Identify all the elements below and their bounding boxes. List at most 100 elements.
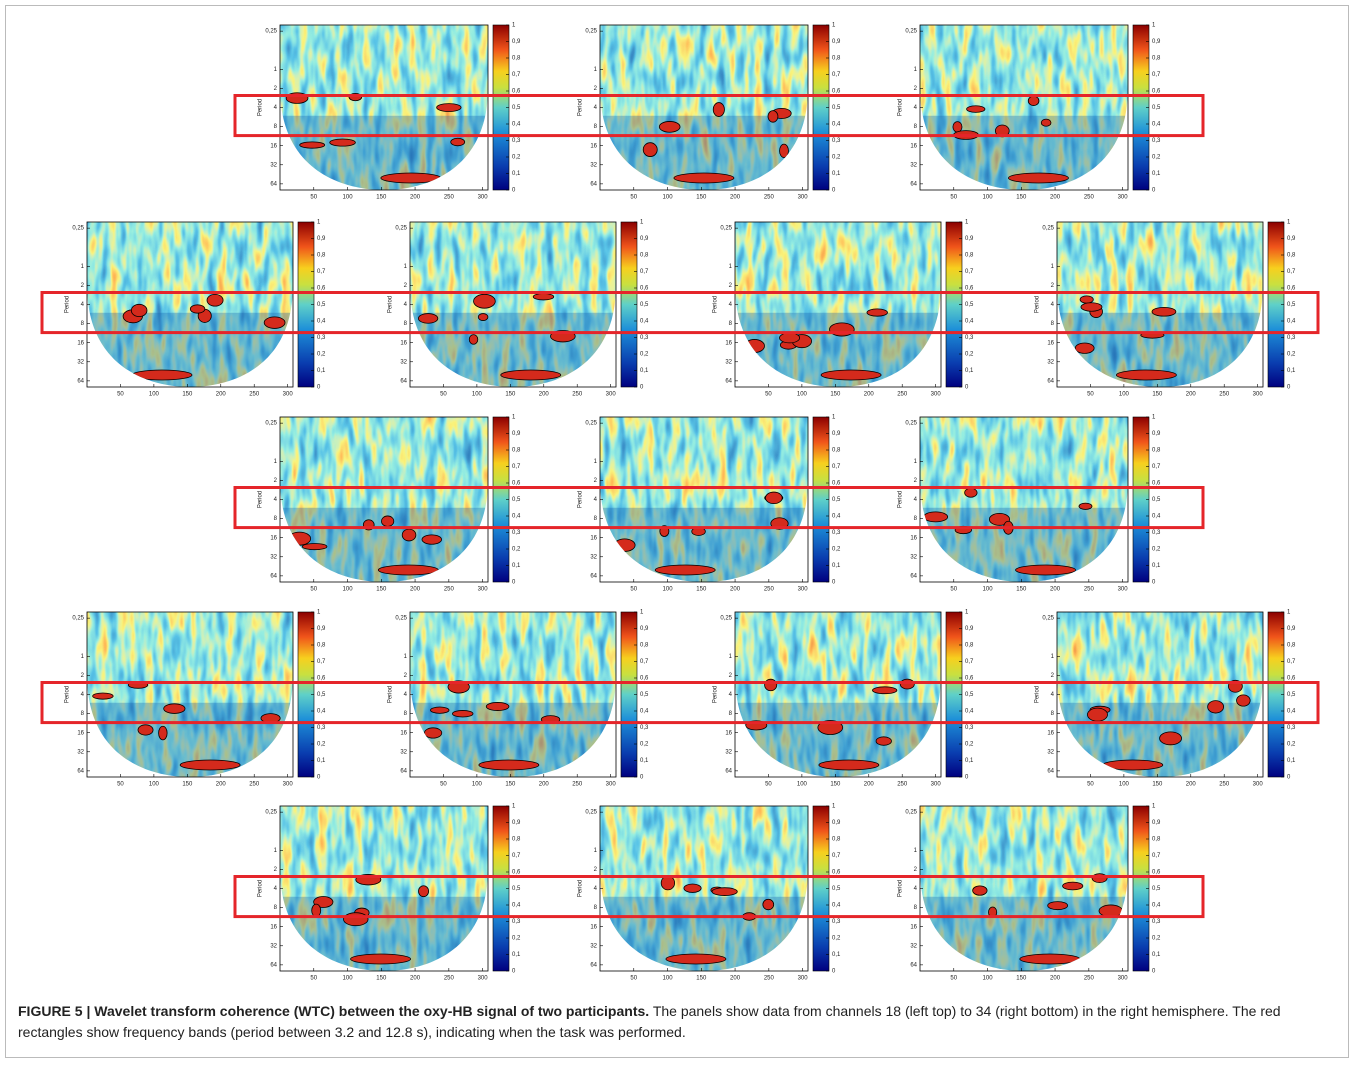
colorbar-tick-label: 0,9: [1152, 820, 1161, 826]
colorbar-tick-label: 0,7: [317, 659, 326, 665]
coherence-blob: [485, 702, 510, 711]
y-tick-label: 1: [1051, 264, 1055, 270]
y-tick-label: 4: [914, 105, 918, 111]
coherence-blob: [1151, 306, 1177, 317]
colorbar-tick-label: 0,1: [1152, 563, 1161, 569]
y-tick-label: 0,25: [72, 616, 84, 622]
colorbar-tick-label: 0,3: [1152, 530, 1161, 536]
colorbar-tick-label: 0,2: [832, 155, 841, 161]
colorbar-tick-label: 0,2: [640, 352, 649, 358]
colorbar-tick-label: 1: [1287, 610, 1291, 616]
colorbar-tick-label: 0,8: [1152, 56, 1161, 62]
coherence-blob: [452, 710, 474, 718]
coherence-blob: [380, 172, 442, 184]
colorbar-tick-label: 0,8: [317, 253, 326, 259]
colorbar-tick-label: 0,2: [965, 352, 974, 358]
x-tick-label: 50: [310, 587, 317, 593]
x-tick-label: 300: [606, 782, 617, 788]
y-tick-label: 64: [270, 573, 277, 579]
coherence-blob: [1015, 564, 1076, 576]
heatmap: [920, 417, 1128, 582]
heatmap: [735, 612, 941, 777]
colorbar-tick-label: 0,5: [512, 105, 521, 111]
x-tick-label: 100: [472, 782, 483, 788]
coherence-blob: [1087, 707, 1108, 722]
y-tick-label: 64: [1047, 768, 1054, 774]
x-tick-label: 50: [440, 782, 447, 788]
colorbar-tick-label: 0,8: [640, 643, 649, 649]
y-tick-label: 16: [725, 340, 732, 346]
colorbar-tick-label: 0,9: [832, 39, 841, 45]
coherence-blob: [964, 487, 978, 498]
colorbar-tick-label: 0,4: [317, 319, 326, 325]
coherence-blob: [875, 736, 892, 746]
colorbar-tick-label: 0,9: [317, 236, 326, 242]
coherence-blob: [1102, 759, 1164, 771]
x-tick-label: 150: [182, 392, 193, 398]
colorbar-tick-label: 0,6: [512, 870, 521, 876]
coherence-blob: [1207, 700, 1225, 714]
y-tick-label: 0,25: [905, 29, 917, 35]
colorbar-tick-label: 0,8: [512, 56, 521, 62]
y-tick-label: 32: [590, 162, 597, 168]
y-axis-label: Period: [258, 491, 264, 508]
coherence-blob: [872, 686, 898, 695]
colorbar-tick-label: 0,3: [512, 530, 521, 536]
y-tick-label: 32: [270, 162, 277, 168]
colorbar-tick-label: 1: [640, 220, 644, 226]
x-tick-label: 200: [1050, 976, 1061, 982]
x-tick-label: 100: [472, 392, 483, 398]
colorbar-tick-label: 0,1: [832, 563, 841, 569]
colorbar-tick-label: 0,9: [512, 820, 521, 826]
colorbar-tick-label: 0,5: [317, 692, 326, 698]
colorbar-tick-label: 0,1: [965, 368, 974, 374]
x-tick-label: 200: [1186, 392, 1197, 398]
heatmap: [410, 612, 616, 777]
colorbar-tick-label: 0,9: [1152, 39, 1161, 45]
colorbar-tick-label: 0: [965, 385, 969, 391]
x-tick-label: 200: [410, 587, 421, 593]
heatmap: [280, 806, 488, 971]
x-tick-label: 300: [1253, 782, 1264, 788]
heatmap-texture: [87, 612, 293, 777]
coherence-blob: [1078, 502, 1093, 510]
colorbar-tick-label: 0: [1287, 775, 1291, 781]
y-tick-label: 0,25: [72, 226, 84, 232]
y-axis-label: Period: [388, 296, 394, 313]
y-tick-label: 4: [729, 692, 733, 698]
colorbar-tick-label: 0,1: [1152, 952, 1161, 958]
heatmap: [1057, 222, 1263, 387]
x-tick-label: 50: [950, 587, 957, 593]
x-tick-label: 100: [149, 782, 160, 788]
y-tick-label: 1: [914, 848, 918, 854]
x-tick-label: 100: [343, 587, 354, 593]
coherence-blob: [665, 953, 727, 965]
coherence-blob: [473, 293, 496, 309]
colorbar-tick-label: 0,1: [317, 758, 326, 764]
y-tick-label: 4: [274, 105, 278, 111]
wtc-panel: 0,25 1 2 4 8 16 32 64 Period 50 100 150 200 250 300 0 0,…: [258, 804, 521, 982]
y-tick-label: 8: [729, 321, 733, 327]
colorbar-tick-label: 0,6: [1287, 286, 1296, 292]
caption-text: The panels show data from channels 18 (l…: [18, 1003, 1281, 1040]
heatmap: [87, 222, 293, 387]
coherence-blob: [468, 334, 479, 345]
x-tick-label: 50: [765, 782, 772, 788]
y-tick-label: 64: [725, 768, 732, 774]
colorbar-tick-label: 0,6: [512, 481, 521, 487]
colorbar-tick-label: 0,8: [965, 253, 974, 259]
y-tick-label: 2: [274, 86, 278, 92]
colorbar-tick-label: 0,1: [1287, 368, 1296, 374]
colorbar-tick-label: 0,5: [832, 886, 841, 892]
colorbar-tick-label: 0,1: [317, 368, 326, 374]
x-tick-label: 50: [630, 195, 637, 201]
colorbar-tick-label: 0,7: [1287, 269, 1296, 275]
wtc-panel: 0,25 1 2 4 8 16 32 64 Period 50 100 150 200 250 300 0 0,…: [578, 23, 841, 201]
colorbar-tick-label: 0,8: [832, 56, 841, 62]
x-tick-label: 200: [410, 976, 421, 982]
wtc-panel: 0,25 1 2 4 8 16 32 64 Period 50 100 150 200 250 300 0 0,…: [1035, 220, 1296, 398]
colorbar-tick-label: 0,8: [640, 253, 649, 259]
colorbar-tick-label: 0: [832, 188, 836, 194]
coherence-blob: [377, 564, 439, 576]
coherence-blob: [450, 137, 466, 147]
